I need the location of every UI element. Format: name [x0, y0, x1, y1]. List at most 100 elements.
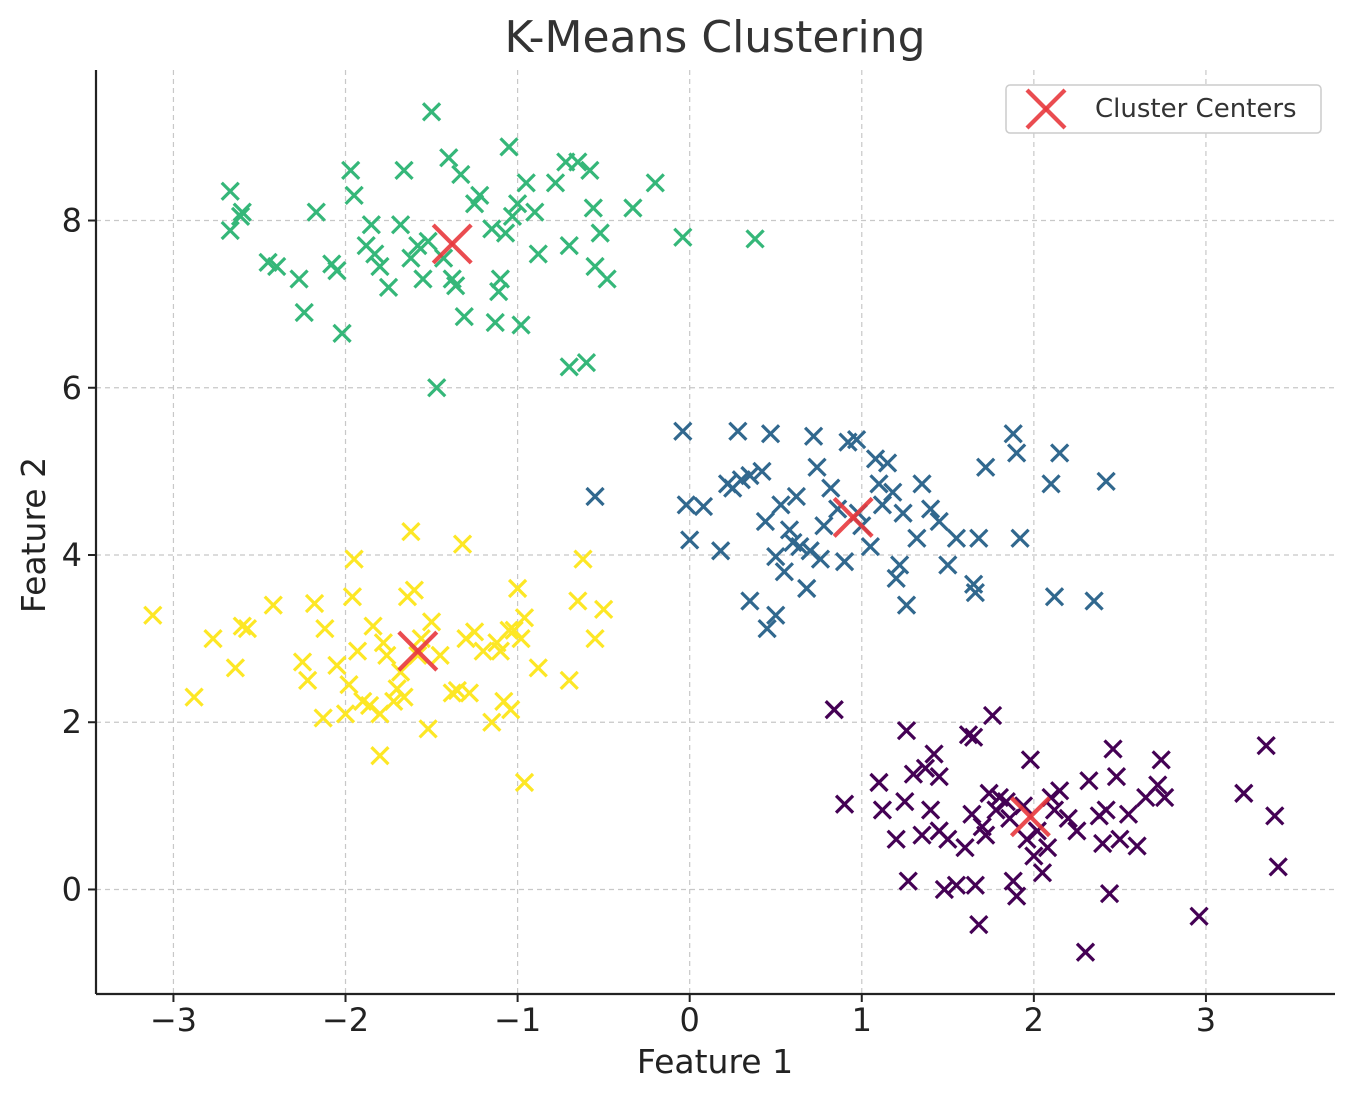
data-point-cluster-3 — [979, 783, 999, 803]
legend-marker-center — [1025, 88, 1067, 130]
data-point-cluster-3 — [1155, 787, 1175, 808]
data-point-cluster-2 — [292, 652, 313, 672]
data-point-cluster-1 — [1050, 443, 1070, 463]
data-point-cluster-0 — [267, 256, 287, 277]
data-point-cluster-3 — [996, 792, 1016, 812]
data-point-cluster-3 — [886, 829, 906, 849]
data-point-cluster-0 — [502, 206, 523, 226]
chart-title: K-Means Clustering — [504, 12, 926, 63]
data-point-cluster-1 — [920, 499, 941, 519]
data-point-cluster-0 — [413, 269, 433, 289]
data-point-cluster-0 — [511, 315, 531, 335]
data-point-cluster-3 — [1050, 781, 1070, 801]
data-point-cluster-2 — [370, 746, 390, 766]
data-point-cluster-1 — [846, 429, 867, 450]
data-point-cluster-1 — [965, 582, 985, 603]
data-point-cluster-1 — [869, 474, 889, 494]
data-point-cluster-1 — [814, 516, 834, 536]
data-point-cluster-3 — [946, 875, 967, 895]
x-axis-label: Feature 1 — [637, 1042, 793, 1081]
data-point-cluster-3 — [1020, 750, 1041, 770]
data-point-cluster-3 — [898, 871, 918, 891]
data-point-cluster-3 — [872, 800, 893, 820]
cluster-center-marker — [431, 223, 473, 265]
data-point-cluster-0 — [507, 194, 528, 214]
data-point-cluster-3 — [1127, 836, 1147, 856]
data-point-cluster-0 — [421, 102, 442, 122]
data-point-cluster-3 — [938, 829, 958, 849]
legend-entry-label: Cluster Centers — [1095, 94, 1297, 124]
data-point-cluster-2 — [377, 645, 397, 665]
data-point-cluster-3 — [929, 766, 949, 787]
data-point-cluster-1 — [828, 499, 848, 519]
x-tick-label: 1 — [852, 1001, 872, 1039]
data-point-cluster-2 — [573, 549, 593, 569]
data-point-cluster-2 — [347, 641, 368, 661]
data-point-cluster-3 — [1079, 771, 1099, 791]
data-point-cluster-1 — [893, 503, 913, 523]
data-point-cluster-1 — [1044, 587, 1065, 607]
data-point-cluster-1 — [766, 547, 786, 567]
data-point-cluster-0 — [418, 231, 438, 252]
data-point-cluster-0 — [583, 198, 603, 218]
data-point-cluster-2 — [418, 719, 438, 739]
data-point-cluster-0 — [559, 235, 579, 256]
data-point-cluster-3 — [1067, 821, 1087, 841]
x-tick-label: 3 — [1196, 1001, 1216, 1039]
data-point-cluster-2 — [430, 645, 450, 665]
data-point-cluster-1 — [790, 537, 810, 557]
data-point-cluster-2 — [298, 670, 318, 691]
data-point-cluster-0 — [559, 357, 579, 377]
data-point-cluster-0 — [327, 261, 347, 281]
data-point-cluster-3 — [1024, 846, 1044, 866]
data-point-cluster-0 — [623, 198, 643, 218]
data-point-cluster-1 — [865, 449, 886, 469]
data-point-cluster-0 — [673, 227, 693, 247]
data-point-cluster-1 — [803, 426, 824, 446]
data-point-cluster-0 — [408, 235, 428, 256]
data-point-cluster-1 — [757, 618, 777, 639]
data-point-cluster-2 — [464, 622, 485, 642]
legend: Cluster Centers — [1005, 84, 1322, 134]
data-point-cluster-2 — [313, 708, 333, 728]
y-tick-label: 6 — [62, 369, 82, 407]
y-axis-label: Feature 2 — [14, 457, 53, 613]
data-point-cluster-0 — [528, 244, 548, 264]
data-point-cluster-1 — [771, 495, 791, 515]
data-point-cluster-2 — [232, 616, 252, 636]
data-point-cluster-0 — [490, 269, 511, 289]
data-point-cluster-3 — [955, 838, 975, 858]
data-point-cluster-0 — [446, 276, 466, 296]
data-point-cluster-1 — [676, 495, 696, 515]
data-point-cluster-0 — [220, 220, 240, 241]
data-point-cluster-1 — [797, 578, 817, 599]
data-point-cluster-2 — [568, 591, 588, 611]
data-point-cluster-0 — [590, 223, 610, 243]
data-point-cluster-0 — [482, 219, 502, 239]
data-point-cluster-0 — [401, 248, 421, 268]
data-point-cluster-0 — [568, 152, 588, 172]
data-point-cluster-0 — [545, 173, 566, 193]
data-point-cluster-2 — [514, 608, 535, 628]
data-point-cluster-1 — [673, 421, 693, 441]
data-point-cluster-1 — [969, 528, 989, 548]
y-tick-label: 8 — [62, 202, 82, 240]
data-point-cluster-2 — [482, 712, 502, 732]
data-point-cluster-0 — [378, 277, 399, 298]
data-point-cluster-3 — [1148, 775, 1168, 795]
tick-labels: −3 −2 −1 0 1 2 3 0 2 4 6 8 — [62, 202, 1216, 1039]
data-point-cluster-1 — [774, 562, 794, 582]
data-point-cluster-1 — [810, 549, 831, 569]
data-point-cluster-0 — [294, 302, 314, 323]
data-point-cluster-2 — [452, 534, 473, 554]
data-point-cluster-2 — [184, 687, 204, 707]
scatter-points — [143, 102, 1288, 962]
data-point-cluster-0 — [470, 185, 490, 206]
data-point-cluster-1 — [907, 528, 927, 548]
y-tick-label: 2 — [62, 703, 82, 741]
data-point-cluster-0 — [576, 353, 597, 373]
cluster-center-marker — [397, 630, 439, 672]
data-point-cluster-1 — [877, 453, 898, 473]
data-point-cluster-2 — [594, 599, 614, 619]
data-point-cluster-3 — [1007, 886, 1027, 906]
